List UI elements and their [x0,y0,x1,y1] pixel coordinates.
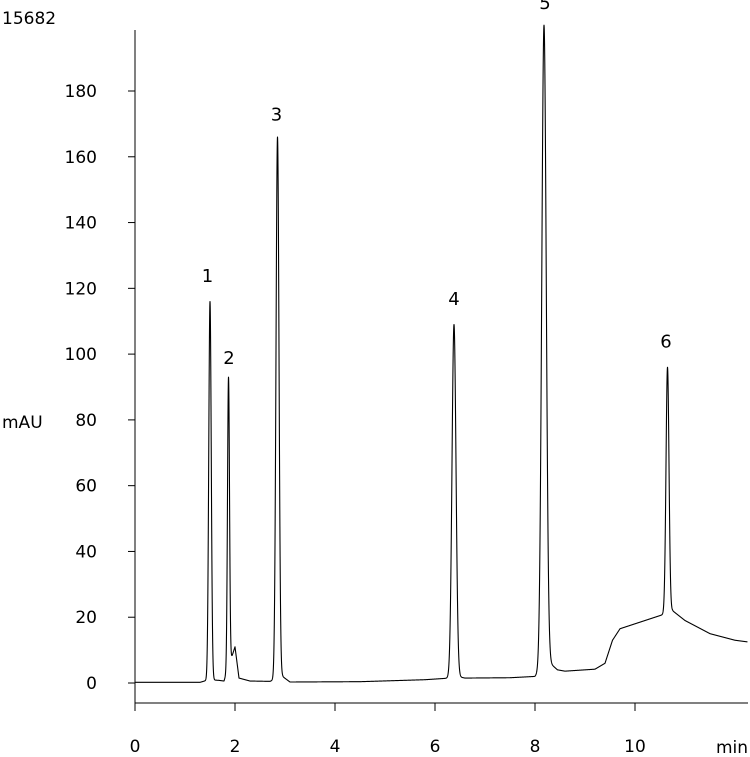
y-tick-label: 100 [65,345,97,365]
y-tick-label: 40 [75,542,97,562]
y-tick-label: 140 [65,214,97,234]
y-axis-label: mAU [2,413,43,433]
y-tick-label: 160 [65,148,97,168]
y-tick-label: 60 [75,477,97,497]
peak-labels: 1 2 3 4 5 6 [202,0,672,369]
x-tick-label: 2 [230,737,241,757]
y-tick-label: 80 [75,411,97,431]
peak-label: 1 [202,266,213,287]
y-tick-label: 0 [86,674,97,694]
chart-id-label: 15682 [2,9,56,29]
x-tick-label: 0 [130,737,141,757]
peak-label: 6 [660,332,671,353]
trace-layer [134,24,748,683]
peak-label: 4 [448,289,459,310]
chromatogram-trace [134,24,748,683]
y-axis: 0 20 40 60 80 100 120 140 160 180 [65,30,136,703]
peak-label: 3 [271,105,282,126]
peak-label: 2 [223,348,234,369]
x-tick-label: 8 [530,737,541,757]
x-tick-label: 10 [624,737,646,757]
y-tick-label: 120 [65,279,97,299]
y-tick-label: 180 [65,82,97,102]
x-tick-label: 4 [330,737,341,757]
peak-label: 5 [539,0,550,14]
y-tick-label: 20 [75,608,97,628]
x-axis-label: min [716,738,748,757]
x-axis: 0 2 4 6 8 10 [130,702,748,757]
x-tick-label: 6 [430,737,441,757]
